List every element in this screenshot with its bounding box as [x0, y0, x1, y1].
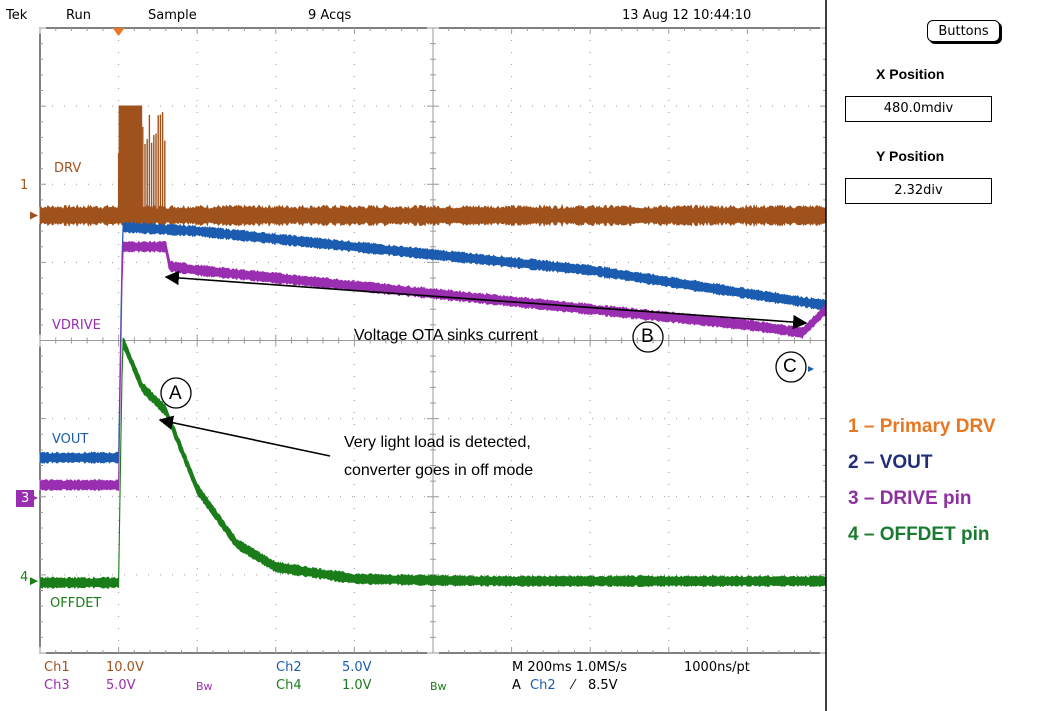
channel-markers	[30, 28, 125, 586]
annotation-shapes	[158, 270, 814, 457]
acq-mode: Sample	[148, 8, 197, 23]
ch1-name: Ch1	[44, 660, 70, 675]
record-length-readout: 1000ns/pt	[684, 660, 750, 675]
marker-b-label: B	[641, 326, 654, 347]
ch3-name: Ch3	[44, 678, 70, 693]
trigger-level: 8.5V	[588, 678, 618, 693]
buttons-button[interactable]: Buttons	[927, 20, 1000, 42]
light-load-line1: Very light load is detected,	[344, 434, 531, 451]
trigger-position-icon	[112, 28, 125, 36]
marker-a-label: A	[169, 383, 182, 404]
y-position-field[interactable]: 2.32div	[845, 178, 992, 204]
acq-count: 9 Acqs	[308, 8, 352, 23]
ch1-marker[interactable]: 1	[20, 178, 29, 193]
ch4-scale: 1.0V	[342, 678, 372, 693]
vdrive-trace-label: VDRIVE	[52, 318, 101, 333]
ch4-bw: Bw	[430, 680, 447, 693]
x-position-field[interactable]: 480.0mdiv	[845, 96, 992, 122]
drv-trace-label: DRV	[54, 161, 82, 176]
drv-burst-block	[118, 105, 143, 216]
ch1-ground-arrow-icon	[30, 211, 38, 220]
y-position-label: Y Position	[876, 148, 945, 164]
trigger-prefix: A	[512, 678, 521, 693]
ch4-marker[interactable]: 4	[20, 570, 29, 585]
ch4-ground-arrow-icon	[30, 577, 38, 586]
run-state: Run	[66, 8, 91, 23]
brand-label: Tek	[6, 8, 28, 23]
light-load-line2: converter goes in off mode	[344, 462, 534, 479]
legend-item-vout: 2 – VOUT	[848, 452, 933, 473]
marker-c-label: C	[783, 356, 797, 377]
trigger-slope-icon: ⁄	[572, 678, 575, 693]
datetime: 13 Aug 12 10:44:10	[622, 8, 752, 23]
ota-double-arrow	[164, 270, 808, 330]
marker-a-circle	[160, 377, 192, 409]
ch3-marker[interactable]: 3	[16, 490, 35, 507]
legend-item-primary-drv: 1 – Primary DRV	[848, 416, 996, 437]
cursor-pointer-icon	[808, 366, 814, 372]
marker-c-circle	[775, 351, 807, 383]
ch3-scale: 5.0V	[106, 678, 136, 693]
light-load-arrow	[158, 415, 331, 457]
ota-annotation: Voltage OTA sinks current	[354, 327, 538, 344]
ch3-bw: Bw	[196, 680, 213, 693]
x-position-label: X Position	[876, 66, 945, 82]
offdet-trace-label: OFFDET	[50, 596, 102, 611]
timebase-readout: M 200ms 1.0MS/s	[512, 660, 628, 675]
ch4-name: Ch4	[276, 678, 302, 693]
ch2-scale: 5.0V	[342, 660, 372, 675]
ch1-scale: 10.0V	[106, 660, 144, 675]
trigger-source: Ch2	[530, 678, 556, 693]
legend-item-offdet-pin: 4 – OFFDET pin	[848, 524, 990, 545]
vout-trace-label: VOUT	[52, 432, 89, 447]
graticule	[39, 27, 827, 654]
legend-item-drive-pin: 3 – DRIVE pin	[848, 488, 972, 509]
marker-b-circle	[632, 321, 664, 353]
ch2-name: Ch2	[276, 660, 302, 675]
